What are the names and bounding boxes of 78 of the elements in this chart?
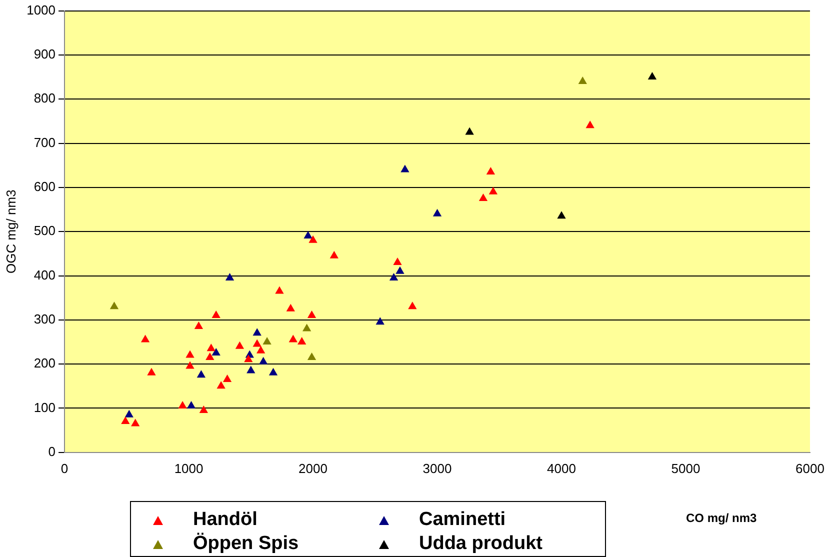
point	[268, 368, 278, 376]
x-tick-label: 5000	[671, 460, 700, 476]
point	[393, 258, 402, 266]
x-tick-label: 6000	[796, 460, 824, 476]
point	[586, 120, 594, 128]
point	[140, 334, 150, 342]
point	[578, 76, 587, 84]
x-tick-label: 4000	[547, 460, 576, 476]
y-axis-title: OGC mg/ nm3	[3, 190, 18, 274]
point	[557, 211, 566, 219]
y-tick-label: 800	[34, 90, 56, 106]
point	[286, 304, 295, 312]
point	[304, 231, 312, 239]
point	[396, 266, 404, 274]
point	[432, 208, 442, 216]
y-tick-label: 600	[34, 179, 56, 194]
point	[194, 322, 204, 330]
point	[222, 374, 232, 382]
point	[408, 302, 417, 310]
point	[275, 286, 284, 294]
point	[206, 344, 216, 352]
y-tick-label: 200	[34, 356, 56, 371]
point	[212, 310, 220, 318]
point	[308, 235, 318, 243]
point	[246, 366, 256, 374]
point	[488, 186, 498, 194]
point	[389, 272, 398, 280]
point	[302, 324, 312, 332]
point	[478, 193, 488, 201]
legend-label: Öppen Spis	[193, 532, 299, 556]
point	[288, 334, 298, 342]
point	[376, 317, 384, 325]
y-tick-label: 0	[48, 444, 56, 459]
y-tick-label: 400	[34, 267, 56, 282]
point	[124, 410, 134, 418]
legend-label: Udda produkt	[419, 532, 542, 556]
point	[196, 370, 206, 378]
y-tick-label: 100	[34, 400, 56, 415]
x-tick-label: 3000	[422, 460, 452, 476]
point	[131, 418, 140, 426]
point	[648, 72, 657, 80]
point	[206, 352, 214, 360]
point	[252, 339, 262, 347]
point	[244, 354, 253, 362]
x-tick-label: 0	[60, 460, 68, 476]
x-tick-label: 1000	[174, 460, 204, 476]
point	[252, 328, 262, 336]
point	[121, 416, 130, 424]
point	[262, 337, 272, 344]
point	[330, 250, 338, 258]
point	[235, 341, 244, 349]
point	[298, 337, 306, 344]
point	[216, 381, 226, 389]
point	[178, 401, 187, 409]
point	[307, 310, 316, 318]
point	[400, 164, 410, 172]
point	[186, 361, 194, 369]
point	[486, 166, 496, 174]
point	[225, 272, 234, 280]
point	[465, 127, 474, 135]
point	[256, 346, 266, 354]
point	[110, 302, 119, 310]
point	[258, 356, 268, 364]
point	[199, 405, 208, 413]
point	[186, 401, 196, 409]
point	[307, 352, 316, 360]
y-tick-label: 500	[34, 223, 56, 238]
y-tick-label: 300	[34, 312, 56, 326]
y-tick-label: 1000	[26, 2, 56, 18]
x-axis-title: CO mg/ nm3	[686, 511, 757, 525]
y-tick-label: 700	[34, 134, 56, 150]
point	[147, 368, 156, 376]
point	[186, 350, 194, 358]
legend-label: Handöl	[193, 508, 258, 532]
y-tick-label: 900	[34, 46, 56, 62]
x-tick-label: 2000	[298, 460, 328, 476]
point	[212, 348, 220, 356]
legend-label: Caminetti	[419, 508, 506, 532]
